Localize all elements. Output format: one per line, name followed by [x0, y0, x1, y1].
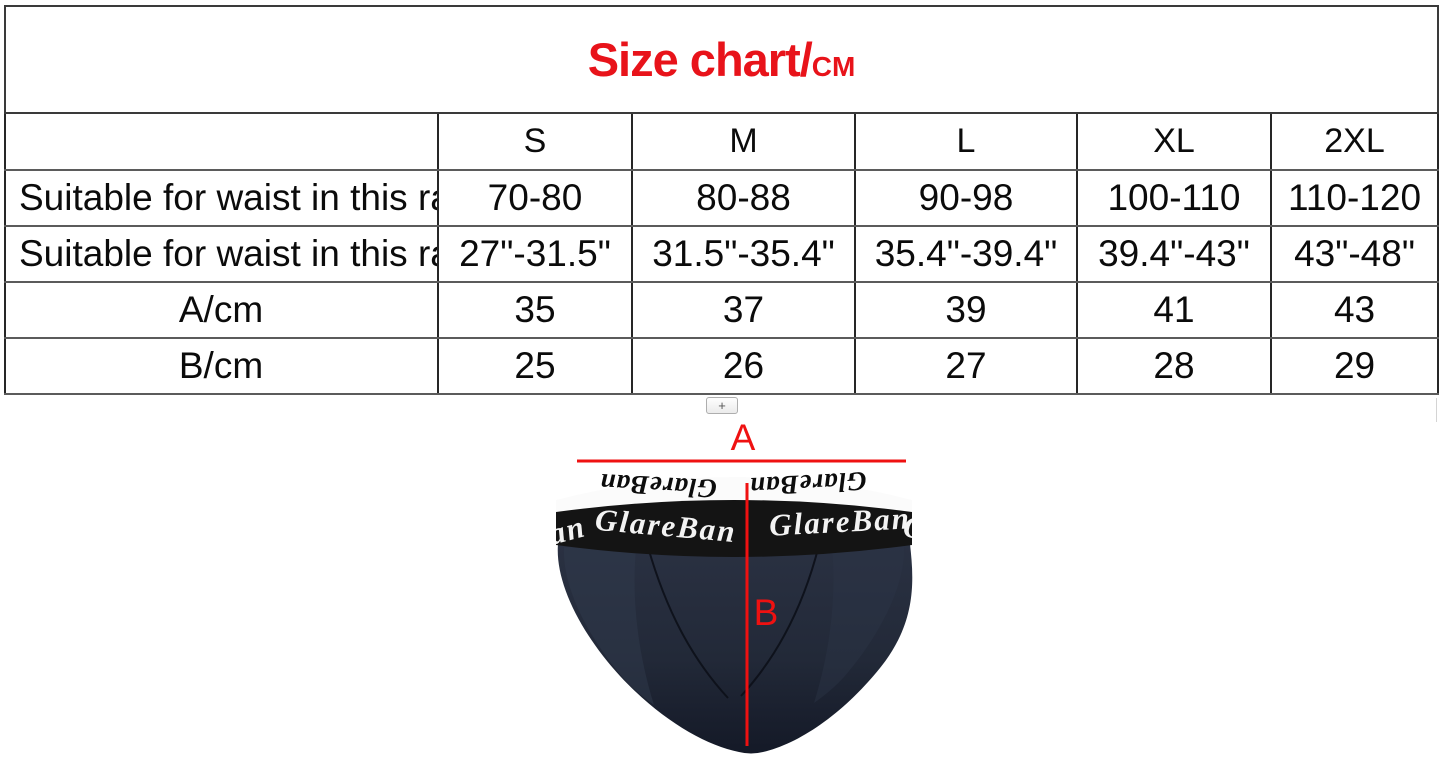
table-cell: 35 — [437, 281, 633, 339]
size-col-header-l: L — [854, 112, 1078, 171]
measure-b-row: B/cm 25 26 27 28 29 — [4, 337, 1440, 395]
table-cell: 25 — [437, 337, 633, 395]
size-chart-title-cell: Size chart/CM — [3, 5, 1440, 114]
size-chart-table: Size chart/CM S M L XL 2XL Suitable for … — [3, 5, 1440, 395]
measure-a-row: A/cm 35 37 39 41 43 — [4, 281, 1440, 339]
table-cell: 27 — [854, 337, 1078, 395]
size-col-header-m: M — [631, 112, 856, 171]
brand-text-mirrored-right: GlareBan — [748, 466, 867, 502]
waist-cm-row-label: Suitable for waist in this range /cm — [4, 169, 439, 227]
measure-b-row-label: B/cm — [4, 337, 439, 395]
table-cell: 27"-31.5" — [437, 225, 633, 283]
briefs-seam-left — [647, 546, 729, 699]
brand-partial-right: G — [901, 509, 930, 547]
measure-b-label: B — [754, 592, 779, 633]
waist-cm-row: Suitable for waist in this range /cm 70-… — [4, 169, 1440, 227]
briefs-measurement-diagram: A GlareBan GlareBan an GlareBan GlareBan… — [556, 417, 930, 754]
expand-plus-button[interactable]: + — [706, 397, 738, 414]
table-cell: 39 — [854, 281, 1078, 339]
table-cell: 35.4"-39.4" — [854, 225, 1078, 283]
size-header-empty — [4, 112, 439, 171]
table-cell: 70-80 — [437, 169, 633, 227]
table-cell: 41 — [1076, 281, 1272, 339]
table-cell: 43"-48" — [1269, 225, 1440, 283]
size-chart-title-row: Size chart/CM — [3, 5, 1440, 114]
waist-inch-row: Suitable for waist in this range /inch 2… — [4, 225, 1440, 283]
table-cell: 90-98 — [854, 169, 1078, 227]
measure-a-row-label: A/cm — [4, 281, 439, 339]
table-cell: 43 — [1269, 281, 1440, 339]
briefs-side-sheen-left — [563, 547, 654, 705]
brand-text-mirrored-left: GlareBan — [599, 468, 718, 504]
size-col-header-s: S — [437, 112, 633, 171]
size-col-header-xl: XL — [1076, 112, 1272, 171]
inner-waistband — [556, 477, 912, 512]
table-cell: 100-110 — [1076, 169, 1272, 227]
table-cell: 28 — [1076, 337, 1272, 395]
table-cell: 26 — [631, 337, 856, 395]
table-cell: 31.5"-35.4" — [631, 225, 856, 283]
table-cell: 110-120 — [1269, 169, 1440, 227]
size-chart-title: Size chart/ — [587, 33, 813, 86]
briefs-side-sheen-right — [814, 545, 905, 703]
waistband — [556, 500, 912, 557]
size-chart-title-unit: CM — [811, 51, 856, 82]
size-col-header-2xl: 2XL — [1269, 112, 1440, 171]
measure-a-label: A — [731, 417, 756, 458]
gridline-stub — [1436, 398, 1437, 422]
briefs-body — [557, 544, 913, 754]
table-cell: 37 — [631, 281, 856, 339]
size-header-row: S M L XL 2XL — [4, 112, 1440, 171]
table-cell: 80-88 — [631, 169, 856, 227]
table-cell: 39.4"-43" — [1076, 225, 1272, 283]
table-cell: 29 — [1269, 337, 1440, 395]
waist-inch-row-label: Suitable for waist in this range /inch — [4, 225, 439, 283]
briefs-seam-right — [740, 544, 820, 697]
